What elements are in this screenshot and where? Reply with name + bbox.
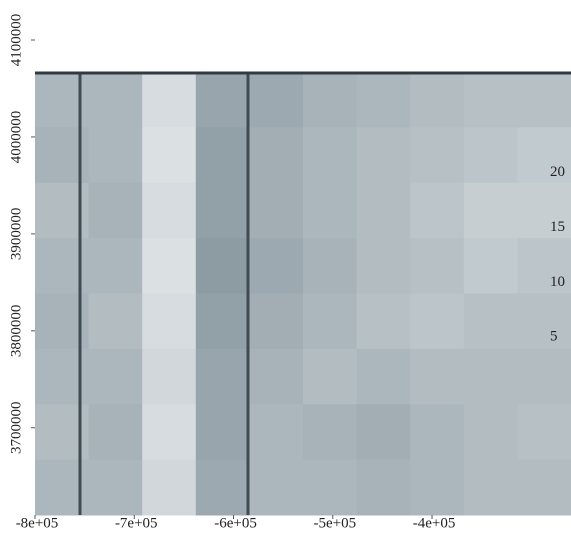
raster-cell: [357, 349, 411, 405]
raster-cell: [303, 183, 357, 239]
raster-cell: [249, 294, 303, 350]
raster-cell: [89, 349, 143, 405]
raster-cell: [517, 460, 571, 516]
chart: -8e+05 -7e+05 -6e+05 -5e+05 -4e+05 3700000 380…: [0, 0, 571, 536]
raster-cell: [249, 460, 303, 516]
raster-cell: [196, 294, 250, 350]
x-tick-label: -4e+05: [413, 515, 456, 531]
raster-cell: [517, 349, 571, 405]
raster-cell: [89, 294, 143, 350]
raster-cell: [464, 238, 518, 294]
raster-cell: [196, 404, 250, 460]
legend-tick-label: 20: [550, 164, 565, 180]
raster-cell: [357, 404, 411, 460]
raster-cell: [464, 404, 518, 460]
raster-cell: [196, 460, 250, 516]
raster-cell: [249, 349, 303, 405]
raster-cell: [410, 460, 464, 516]
raster-cell: [410, 349, 464, 405]
raster-cell: [517, 294, 571, 350]
raster-cell: [410, 294, 464, 350]
raster-cell: [303, 72, 357, 128]
raster-cell: [410, 404, 464, 460]
raster-cell: [89, 183, 143, 239]
raster-cell: [303, 238, 357, 294]
raster-cell: [410, 72, 464, 128]
raster-cell: [142, 72, 196, 128]
raster-cell: [196, 238, 250, 294]
raster-cell: [196, 127, 250, 183]
raster-cell: [464, 349, 518, 405]
raster-cell: [142, 294, 196, 350]
y-tick-label: 3700000: [8, 402, 24, 455]
raster-cell: [249, 72, 303, 128]
legend-tick-label: 15: [550, 219, 565, 235]
raster-cell: [196, 72, 250, 128]
raster-cell: [517, 404, 571, 460]
raster-cell: [249, 127, 303, 183]
raster-cell: [142, 127, 196, 183]
raster-cell: [464, 127, 518, 183]
raster-cell: [357, 72, 411, 128]
raster-cell: [303, 127, 357, 183]
raster-cell: [357, 294, 411, 350]
raster-cell: [142, 183, 196, 239]
y-tick-label: 4000000: [8, 111, 24, 164]
raster-cell: [142, 349, 196, 405]
raster-cell: [249, 238, 303, 294]
raster-cell: [89, 127, 143, 183]
raster-cell: [89, 72, 143, 128]
y-tick-label: 4100000: [8, 14, 24, 67]
raster-cell: [410, 238, 464, 294]
raster-cell: [464, 294, 518, 350]
raster-cell: [249, 404, 303, 460]
raster-cell: [357, 460, 411, 516]
raster-cell: [464, 460, 518, 516]
raster-cell: [142, 238, 196, 294]
raster-cell: [357, 238, 411, 294]
raster-cell: [464, 72, 518, 128]
x-tick-label: -6e+05: [214, 515, 257, 531]
y-tick-label: 3800000: [8, 305, 24, 358]
legend-tick-label: 5: [550, 329, 558, 345]
raster-cell: [89, 460, 143, 516]
raster-cell: [303, 404, 357, 460]
raster-cell: [357, 183, 411, 239]
raster-cell: [196, 183, 250, 239]
raster-cell: [410, 183, 464, 239]
x-tick-label: -8e+05: [16, 515, 59, 531]
raster-cell: [142, 404, 196, 460]
raster-cell: [89, 238, 143, 294]
raster-cell: [517, 72, 571, 128]
raster-cell: [303, 460, 357, 516]
legend-tick-label: 10: [550, 274, 565, 290]
raster-cell: [357, 127, 411, 183]
raster-cell: [89, 404, 143, 460]
x-tick-label: -5e+05: [313, 515, 356, 531]
raster-cell: [142, 460, 196, 516]
raster-cell: [196, 349, 250, 405]
raster-cell: [303, 349, 357, 405]
x-tick-label: -7e+05: [115, 515, 158, 531]
raster-cell: [303, 294, 357, 350]
y-tick-label: 3900000: [8, 208, 24, 261]
raster-cell: [410, 127, 464, 183]
raster-cell: [249, 183, 303, 239]
raster-cell: [464, 183, 518, 239]
raster: [35, 72, 571, 516]
